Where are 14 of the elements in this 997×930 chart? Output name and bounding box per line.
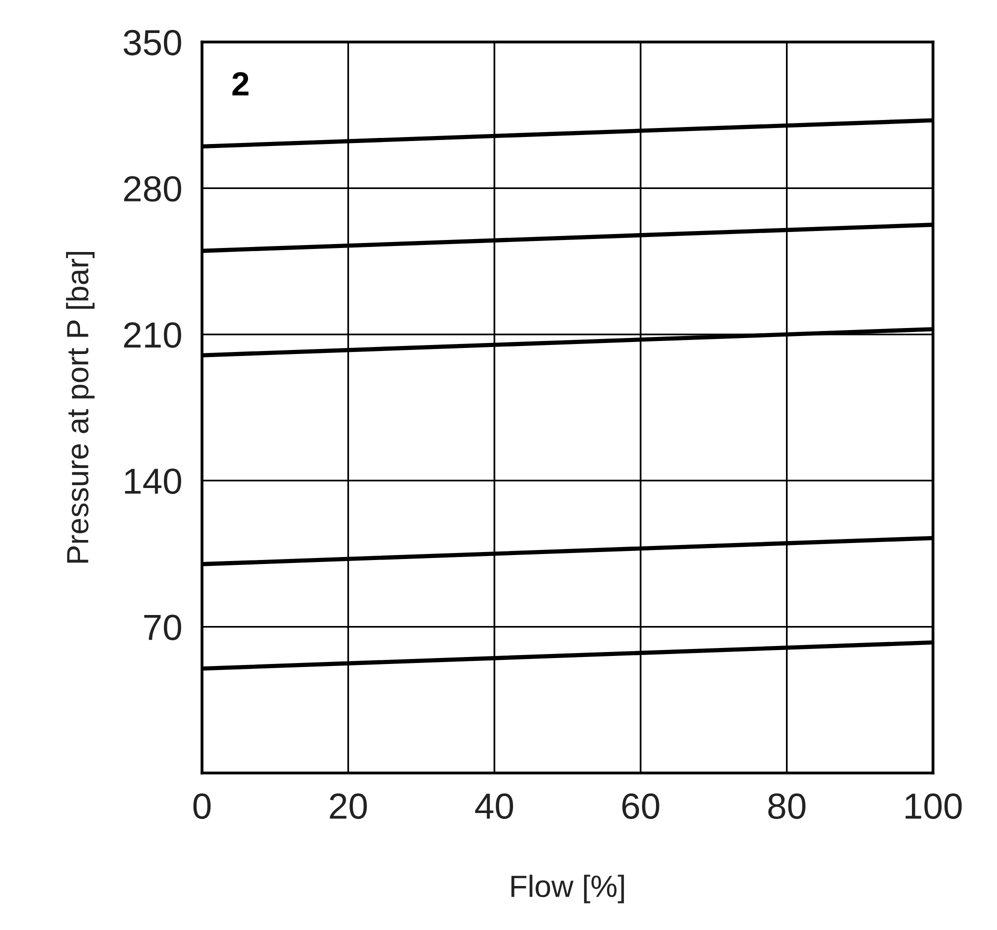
x-tick-label: 60: [622, 793, 660, 819]
y-tick-label: 280: [124, 176, 182, 202]
y-tick-label: 70: [144, 614, 182, 640]
x-tick-label: 20: [330, 793, 367, 819]
annotation: 2: [232, 72, 248, 96]
y-axis-title: Pressure at port P [bar]: [66, 252, 95, 563]
x-tick-label: 0: [193, 793, 211, 819]
y-tick-label: 350: [124, 30, 182, 56]
x-tick-label: 100: [906, 793, 962, 819]
x-axis-title: Flow [%]: [511, 874, 624, 904]
y-tick-label: 210: [124, 322, 182, 348]
x-tick-label: 40: [475, 793, 514, 819]
y-tick-label: 140: [125, 468, 182, 494]
x-tick-label: 80: [768, 793, 806, 819]
